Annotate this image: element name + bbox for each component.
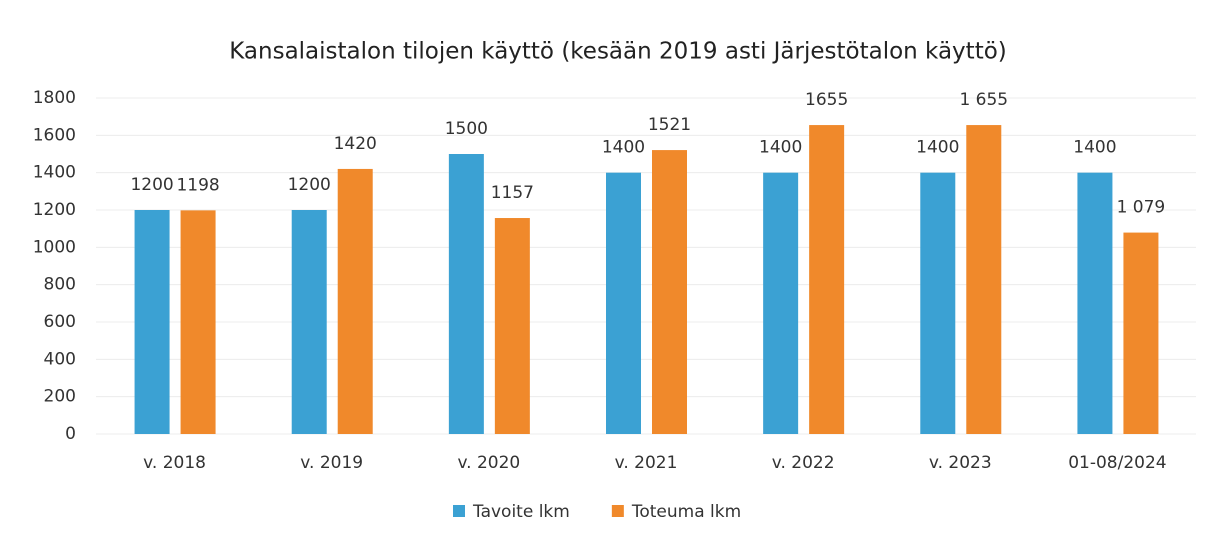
bar <box>966 125 1002 435</box>
value-label: 1400 <box>602 138 645 158</box>
y-tick-label: 1200 <box>33 200 76 220</box>
x-tick-label: 01-08/2024 <box>1068 453 1166 473</box>
y-tick-label: 800 <box>44 275 76 295</box>
bar <box>448 154 484 434</box>
y-tick-label: 400 <box>44 349 76 369</box>
value-label: 1500 <box>445 119 488 139</box>
x-tick-label: v. 2023 <box>929 453 992 473</box>
legend-swatch <box>453 505 465 517</box>
y-tick-label: 1800 <box>33 88 76 108</box>
legend-label: Toteuma lkm <box>631 502 741 522</box>
y-tick-label: 1000 <box>33 237 76 257</box>
x-tick-label: v. 2019 <box>300 453 363 473</box>
legend-swatch <box>611 505 624 517</box>
value-label: 1200 <box>288 175 331 195</box>
bar <box>134 210 170 434</box>
value-label: 1 655 <box>959 90 1008 110</box>
chart-title: Kansalaistalon tilojen käyttö (kesään 20… <box>229 39 1007 65</box>
value-label: 1200 <box>130 175 173 195</box>
x-tick-label: v. 2018 <box>143 453 206 473</box>
bar <box>606 172 641 434</box>
value-label: 1400 <box>916 138 959 158</box>
value-label: 1198 <box>176 175 219 195</box>
y-tick-label: 1600 <box>33 125 76 145</box>
x-tick-label: v. 2022 <box>772 453 835 473</box>
bar <box>291 210 327 434</box>
x-tick-label: v. 2021 <box>615 453 678 473</box>
bar <box>763 172 799 434</box>
y-tick-label: 1400 <box>33 163 76 183</box>
value-label: 1 079 <box>1117 198 1166 218</box>
bar <box>809 125 845 435</box>
y-tick-label: 600 <box>44 312 76 332</box>
value-label: 1655 <box>805 90 848 110</box>
value-label: 1400 <box>1073 138 1116 158</box>
y-tick-label: 0 <box>65 424 76 444</box>
x-tick-label: v. 2020 <box>457 453 520 473</box>
bar <box>920 172 956 434</box>
bar <box>494 218 530 434</box>
bar <box>337 168 373 434</box>
value-label: 1420 <box>334 134 377 154</box>
value-label: 1400 <box>759 138 802 158</box>
bar <box>1123 232 1159 434</box>
value-label: 1521 <box>648 115 691 135</box>
value-label: 1157 <box>491 183 534 203</box>
y-tick-label: 200 <box>44 387 76 407</box>
bar <box>180 210 216 434</box>
bar <box>652 150 687 434</box>
bar <box>1077 172 1113 434</box>
legend-label: Tavoite lkm <box>472 502 570 522</box>
